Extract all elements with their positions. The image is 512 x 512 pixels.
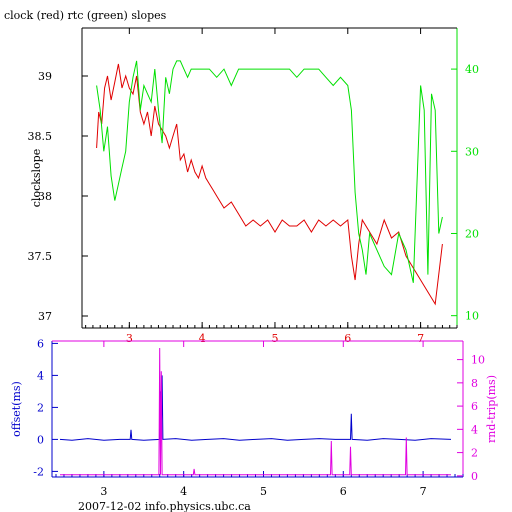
offset-roundtrip-panel: 3 4 5 6 7 -2 0 2 4 6 0 2 4 6 8 10 offset(ms) rnd-trip(ms) <box>10 337 498 498</box>
y-tick-label: 0 <box>37 433 44 446</box>
y2-tick-label: 6 <box>471 400 478 413</box>
x-tick-label: 5 <box>260 485 267 498</box>
x-tick-label: 4 <box>199 332 206 345</box>
y-tick-label: 6 <box>37 337 44 350</box>
x-tick-label: 5 <box>271 332 278 345</box>
x-tick-label: 3 <box>100 485 107 498</box>
y-axis-label: clockslope <box>30 149 43 207</box>
y2-tick-label: 8 <box>471 377 478 390</box>
x-tick-label: 6 <box>344 332 351 345</box>
x-tick-label: 6 <box>340 485 347 498</box>
y2-tick-label: 30 <box>465 145 479 158</box>
y2-tick-label: 4 <box>471 423 478 436</box>
footer-caption: 2007-12-02 info.physics.ubc.ca <box>78 500 251 512</box>
y2-tick-label: 10 <box>465 310 479 323</box>
y-tick-label: -2 <box>33 465 44 478</box>
chart-title: clock (red) rtc (green) slopes <box>4 9 167 22</box>
y-tick-label: 37.5 <box>28 250 53 263</box>
y-tick-label: 39 <box>38 70 52 83</box>
y-axis-label: offset(ms) <box>10 381 23 437</box>
x-tick-label: 3 <box>126 332 133 345</box>
y-tick-label: 38.5 <box>28 130 53 143</box>
y-tick-label: 38 <box>38 190 52 203</box>
y2-tick-label: 40 <box>465 63 479 76</box>
y2-tick-label: 0 <box>471 470 478 483</box>
y-tick-label: 2 <box>37 401 44 414</box>
y-tick-label: 4 <box>37 369 44 382</box>
x-tick-label: 7 <box>420 485 427 498</box>
x-tick-label: 4 <box>180 485 187 498</box>
y2-axis-label: rnd-trip(ms) <box>485 375 498 443</box>
y-tick-label: 37 <box>38 310 52 323</box>
x-tick-label: 7 <box>417 332 424 345</box>
series-line-offset <box>59 375 452 441</box>
y2-tick-label: 2 <box>471 447 478 460</box>
y2-tick-label: 20 <box>465 227 479 240</box>
slopes-panel: 3 4 5 6 7 37 37.5 38 38.5 39 10 20 30 40 clockslope <box>28 27 479 345</box>
y2-tick-label: 10 <box>471 354 485 367</box>
series-line-round-trip <box>60 347 451 476</box>
series-line-clock <box>96 63 443 306</box>
series-line-rtc <box>96 60 443 283</box>
